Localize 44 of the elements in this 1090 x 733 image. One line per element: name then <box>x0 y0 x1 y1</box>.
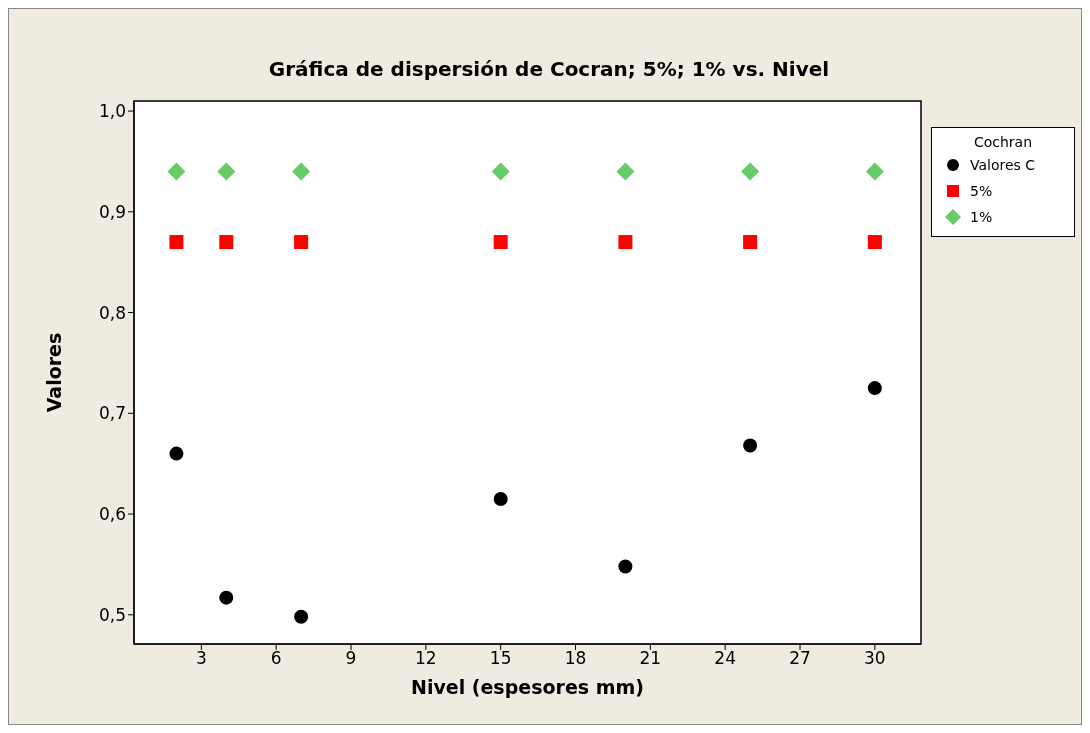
x-tick-label: 30 <box>864 648 886 669</box>
y-axis-title: Valores <box>42 332 65 413</box>
y-tick-label: 0,6 <box>98 504 126 525</box>
y-tick-label: 1,0 <box>98 101 126 122</box>
point <box>616 162 635 181</box>
x-tick-label: 15 <box>489 648 512 669</box>
point <box>618 235 633 250</box>
point <box>493 491 508 506</box>
legend-label: Valores C <box>970 157 1036 173</box>
point <box>867 381 882 396</box>
x-tick-label: 24 <box>714 648 737 669</box>
legend-label: 5% <box>970 183 993 199</box>
y-tick-label: 0,8 <box>98 302 126 323</box>
legend-title: Cochran <box>972 134 1034 150</box>
point <box>292 162 311 181</box>
x-tick-label: 27 <box>789 648 811 669</box>
point <box>167 162 186 181</box>
x-axis-title: Nivel (espesores mm) <box>410 676 645 698</box>
x-tick-label: 9 <box>345 648 357 669</box>
point <box>219 235 234 250</box>
legend-label: 1% <box>970 209 993 225</box>
y-tick-label: 0,7 <box>98 403 126 424</box>
y-tick-label: 0,5 <box>98 604 126 625</box>
point <box>169 235 184 250</box>
x-tick-label: 18 <box>564 648 587 669</box>
x-tick-label: 12 <box>415 648 437 669</box>
point <box>294 235 309 250</box>
x-tick-label: 21 <box>639 648 662 669</box>
point <box>741 162 760 181</box>
point <box>219 590 234 605</box>
y-tick-label: 0,9 <box>98 201 126 222</box>
point <box>217 162 236 181</box>
point <box>491 162 510 181</box>
point <box>867 235 882 250</box>
point <box>743 235 758 250</box>
chart-title: Gráfica de dispersión de Cocran; 5%; 1% vs. Nivel <box>267 57 831 81</box>
point <box>618 559 633 574</box>
point <box>493 235 508 250</box>
point <box>169 446 184 461</box>
x-tick-label: 6 <box>270 648 282 669</box>
point <box>865 162 884 181</box>
point <box>743 438 758 453</box>
x-tick-label: 3 <box>195 648 207 669</box>
point <box>294 609 309 624</box>
